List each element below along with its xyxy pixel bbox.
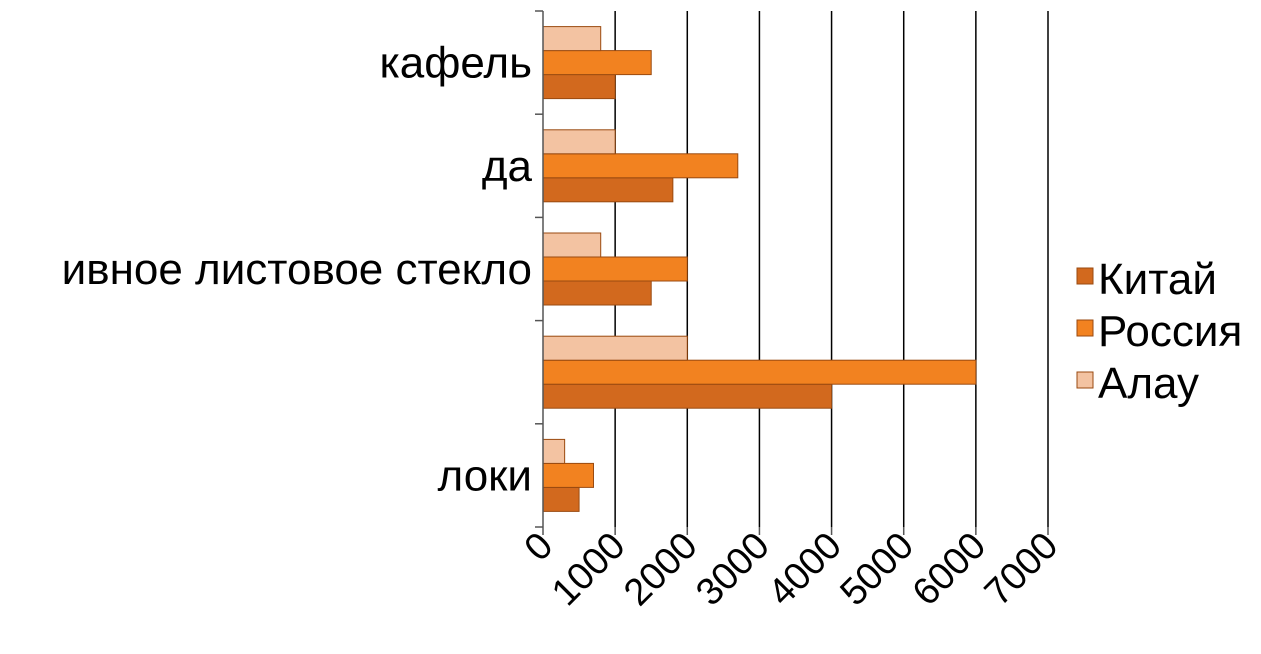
x-tick-label: 2000 [616,525,705,614]
category-label: да [482,142,533,191]
bar-russia [542,359,977,385]
x-tick-label: 0 [517,525,562,570]
category-label: локи [438,451,532,500]
bar-china [542,383,833,409]
legend-swatch [1076,319,1094,337]
axes [535,10,1049,535]
x-tick-label: 5000 [833,525,922,614]
category-label: ивное листовое стекло [62,245,532,294]
bar-china [542,74,616,100]
x-tick-label: 7000 [977,525,1066,614]
bar-russia [542,462,594,488]
bar-china [542,486,580,512]
bar-russia [542,50,652,76]
grid-lines [614,11,1049,527]
bar-russia [542,153,739,179]
bar-alau [542,26,602,52]
bar-china [542,280,652,306]
legend-label: Россия [1098,307,1242,356]
bars [542,26,977,512]
bar-alau [542,335,688,361]
x-tick-label: 1000 [544,525,633,614]
x-tick-label: 6000 [905,525,994,614]
legend-swatch [1076,267,1094,285]
bar-alau [542,438,566,464]
x-tick-label: 3000 [688,525,777,614]
legend-label: Китай [1098,255,1217,304]
bar-china [542,177,674,203]
legend-label: Алау [1098,359,1199,408]
category-label: кафель [380,39,533,88]
bar-alau [542,232,602,258]
bar-russia [542,256,688,282]
bar-alau [542,129,616,155]
legend-swatch [1076,371,1094,389]
x-tick-label: 4000 [760,525,849,614]
